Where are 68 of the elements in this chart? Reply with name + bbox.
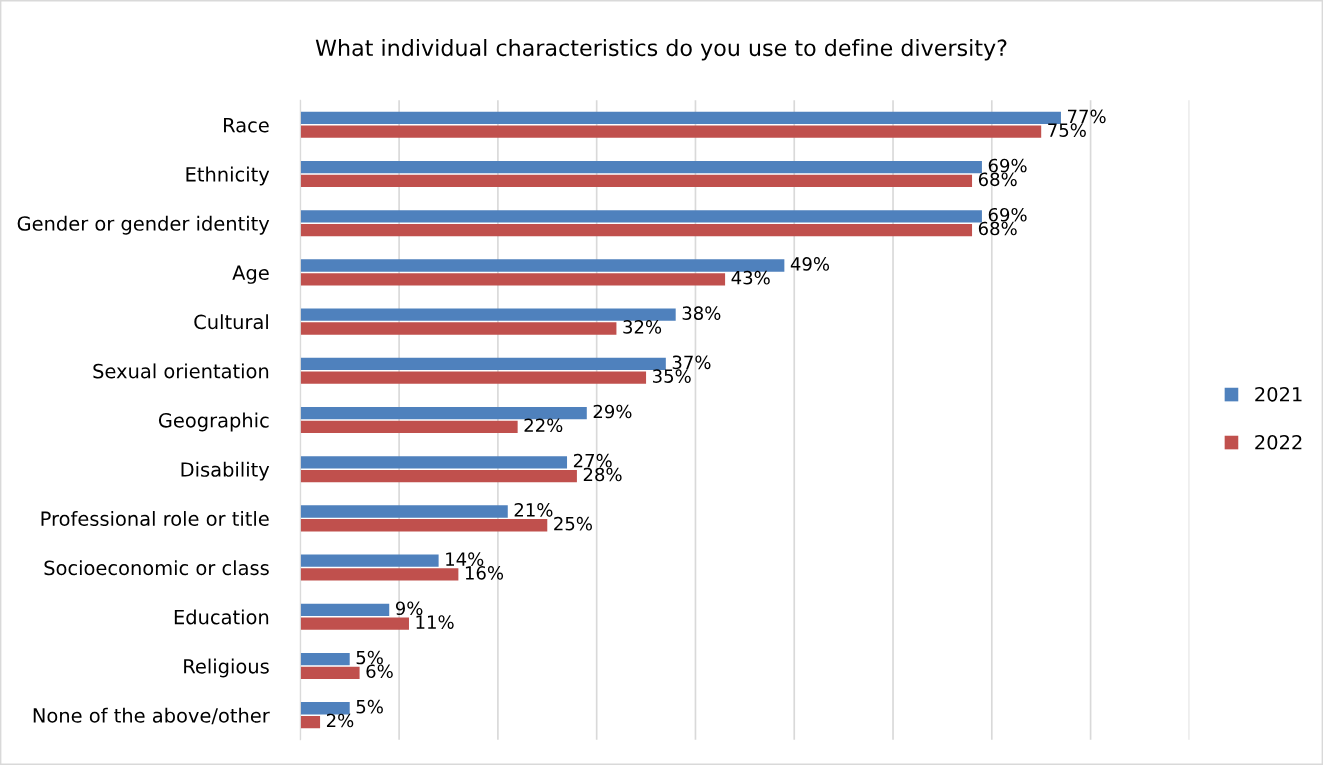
y-tick-label: Socioeconomic or class xyxy=(44,560,269,576)
legend-label: 2021 xyxy=(1255,386,1302,402)
bar xyxy=(300,603,390,617)
data-label: 28% xyxy=(583,467,622,482)
data-label: 32% xyxy=(623,320,662,334)
data-label: 6% xyxy=(366,664,393,679)
data-label: 16% xyxy=(465,566,504,580)
data-label: 69% xyxy=(988,207,1027,222)
data-label: 2% xyxy=(326,713,354,728)
data-label: 5% xyxy=(356,699,383,714)
data-label: 49% xyxy=(790,257,830,271)
bar xyxy=(300,125,1042,138)
data-label: 77% xyxy=(1067,109,1106,124)
data-label: 75% xyxy=(1048,123,1086,137)
bar xyxy=(300,308,676,321)
y-tick-label: Sexual orientation xyxy=(93,363,269,379)
bar xyxy=(300,160,982,174)
data-label: 21% xyxy=(514,503,553,517)
bar xyxy=(300,259,785,272)
y-tick-label: Religious xyxy=(184,658,269,678)
data-label: 29% xyxy=(593,404,632,419)
bar xyxy=(300,519,548,532)
data-label: 11% xyxy=(416,615,454,629)
bar xyxy=(300,554,439,567)
data-label: 37% xyxy=(672,355,711,370)
data-label: 35% xyxy=(653,369,691,383)
data-label: 38% xyxy=(682,306,721,320)
data-label: 25% xyxy=(554,516,592,531)
bar xyxy=(300,469,577,483)
data-label: 68% xyxy=(978,221,1017,236)
bar xyxy=(300,210,982,223)
data-label: 27% xyxy=(573,453,612,468)
data-label: 22% xyxy=(524,418,563,433)
bar xyxy=(300,715,321,729)
data-label: 9% xyxy=(395,601,423,616)
y-tick-label: Gender or gender identity xyxy=(17,215,270,235)
y-tick-label: Ethnicity xyxy=(186,166,270,186)
bar xyxy=(300,568,459,581)
data-label: 5% xyxy=(356,650,383,665)
bar xyxy=(300,505,508,518)
y-tick-label: Geographic xyxy=(158,412,269,432)
data-label: 69% xyxy=(988,158,1027,173)
bar xyxy=(300,456,568,469)
legend-label: 2022 xyxy=(1255,434,1302,450)
bar xyxy=(300,273,726,286)
bar xyxy=(300,223,973,237)
y-tick-label: Race xyxy=(224,118,269,133)
bar xyxy=(300,357,666,371)
y-tick-label: Education xyxy=(174,609,269,625)
data-label: 43% xyxy=(731,270,770,285)
y-tick-label: Cultural xyxy=(194,314,268,330)
y-tick-label: None of the above/other xyxy=(33,707,270,725)
bar xyxy=(300,617,409,630)
y-tick-label: Disability xyxy=(181,461,270,481)
bar xyxy=(300,174,973,188)
bar xyxy=(300,371,647,384)
y-tick-label: Professional role or title xyxy=(41,510,269,527)
bar xyxy=(300,406,587,420)
bar xyxy=(300,111,1061,125)
y-tick-label: Age xyxy=(232,265,269,284)
chart-title: What individual characteristics do you use to define diversity? xyxy=(315,38,1007,61)
data-label: 68% xyxy=(978,172,1017,187)
data-label: 14% xyxy=(446,552,484,566)
bar xyxy=(300,666,360,679)
bar xyxy=(300,652,350,666)
bar xyxy=(300,702,350,715)
bar xyxy=(300,322,617,335)
bar xyxy=(300,420,518,434)
